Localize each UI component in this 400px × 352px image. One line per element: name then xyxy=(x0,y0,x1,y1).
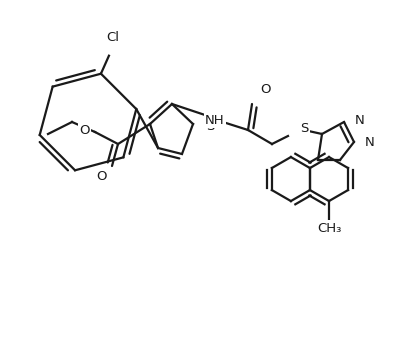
Text: Cl: Cl xyxy=(106,31,120,44)
Text: S: S xyxy=(206,119,214,132)
Text: O: O xyxy=(260,83,270,96)
Text: O: O xyxy=(80,124,90,137)
Text: N: N xyxy=(355,113,365,126)
Text: S: S xyxy=(300,122,308,136)
Text: O: O xyxy=(96,170,107,183)
Text: N: N xyxy=(365,136,375,149)
Text: CH₃: CH₃ xyxy=(317,221,341,234)
Text: NH: NH xyxy=(205,113,225,126)
